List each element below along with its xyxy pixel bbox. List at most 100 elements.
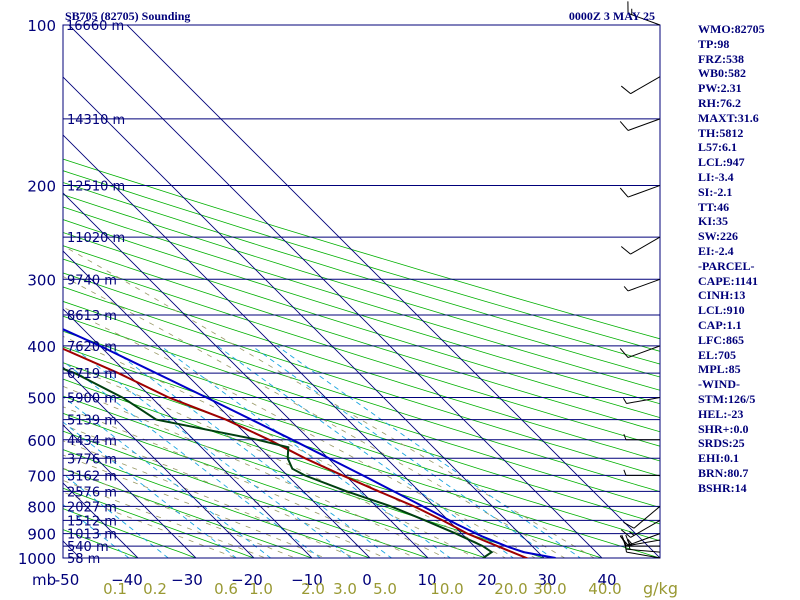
wind-barb [627,1,661,26]
pressure-unit-label: mb [32,571,56,589]
sounding-index-item: -PARCEL- [698,258,755,273]
height-label: 5139 m [67,414,117,429]
mixing-ratio-line [160,345,452,558]
sounding-index-item: BSHR:14 [698,480,747,495]
mixing-ratio-label: 0.1 [103,580,127,598]
height-label: 3162 m [67,469,117,484]
temperature-tick-label: 30 [537,571,556,589]
temperature-profile-line [63,347,530,558]
wind-barb-flag [619,187,629,198]
height-label: 11020 m [67,231,125,246]
sounding-index-item: PW:2.31 [698,81,742,96]
adiabat-lines [63,158,660,558]
wind-barb [619,533,661,546]
dry-adiabat-line [63,245,660,433]
sounding-index-item: RH:76.2 [698,96,741,110]
wind-barb [620,236,661,255]
sounding-index-item: MPL:85 [698,362,741,377]
wind-barb-flag [623,286,629,292]
mixing-ratio-line [63,421,238,558]
sounding-index-item: SRDS:25 [698,436,745,451]
wind-barb-staff [630,76,661,95]
mixing-ratio-unit-label: g/kg [643,579,678,598]
wind-barb-staff [627,278,661,292]
wind-barb-flag [619,121,629,131]
height-label: 58 m [67,552,100,567]
moist-adiabat-line [63,424,387,558]
mixing-ratio-label: 5.0 [373,580,397,598]
wind-barb-flag [619,535,629,546]
height-label: 2576 m [67,485,117,500]
height-label: 12510 m [67,179,125,194]
sounding-profiles [63,328,556,558]
isobar-lines [62,24,661,559]
mixing-ratio-label: 0.2 [143,580,167,598]
isotherm-line [63,250,371,558]
pressure-tick-label: 500 [27,390,56,408]
height-label: 1512 m [67,514,117,529]
temperature-tick-label: -50 [55,571,80,589]
dry-adiabat-line [63,449,372,558]
dry-adiabat-line [63,272,660,462]
pressure-tick-label: 900 [27,526,56,544]
dry-adiabat-line [63,468,314,558]
parcel-path-line [63,328,556,558]
sounding-index-item: LCL:910 [698,303,745,318]
wind-barb-staff [627,12,661,26]
temperature-tick-label: 40 [597,571,616,589]
moist-adiabat-line [63,306,536,558]
sounding-index-item: WMO:82705 [698,22,765,36]
mixing-ratio-line [63,504,130,558]
sounding-index-item: HEL:-23 [698,406,744,421]
sounding-index-item: KI:35 [698,214,728,229]
isotherm-line [63,308,313,558]
mixing-ratio-label: 20.0 [494,580,527,598]
wind-barb-flag [629,531,635,536]
sounding-index-item: FRZ:538 [698,51,744,66]
dewpoint-profile-line [63,367,494,558]
wind-barb-flag [623,433,627,440]
dry-adiabat-line [63,508,198,558]
wind-barbs [619,1,661,559]
chart-datetime: 0000Z 3 MAY 25 [569,9,655,23]
moist-adiabat-line [63,440,356,558]
dry-adiabat-line [63,430,430,558]
pressure-tick-label: 700 [27,467,56,485]
wind-barb [623,505,661,529]
height-label: 5900 m [67,392,117,407]
temperature-tick-label: 20 [477,571,496,589]
wind-barb-flag [623,398,627,404]
wind-barb-flag [620,85,631,95]
sounding-index-item: SW:226 [698,229,739,244]
wind-barb-staff [627,184,661,198]
sounding-index-item: LCL:947 [698,155,745,170]
dry-adiabat-line [63,487,256,558]
temperature-tick-label: −30 [171,571,203,589]
isotherm-line [0,25,33,569]
height-label: 3776 m [67,452,117,467]
sounding-index-item: EL:705 [698,347,737,362]
mixing-ratio-line [251,345,553,558]
dry-adiabat-line [63,232,660,419]
wind-barb-staff [627,533,661,546]
wind-barb-staff [633,505,661,529]
sounding-index-item: L57:6.1 [698,140,737,155]
sounding-index-item: LFC:865 [698,332,744,347]
wind-barb-staff [626,548,661,553]
dry-adiabat-line [63,346,660,542]
wind-barb [620,76,661,95]
wind-barb [623,433,660,441]
dry-adiabat-line [63,286,660,477]
dry-adiabat-line [63,330,660,525]
dry-adiabat-line [63,258,660,447]
chart-title: SB705 (82705) Sounding [65,9,190,23]
sounding-index-item: MAXT:31.6 [698,110,759,125]
sounding-index-item: CAP:1.1 [698,318,742,332]
pressure-tick-label: 400 [27,338,56,356]
dry-adiabat-line [63,170,660,352]
dry-adiabat-line [63,362,660,558]
pressure-tick-label: 1000 [18,550,56,568]
height-label: 7620 m [67,340,117,355]
mixing-ratio-line [216,345,515,558]
sounding-index-item: SI:-2.1 [698,184,733,199]
